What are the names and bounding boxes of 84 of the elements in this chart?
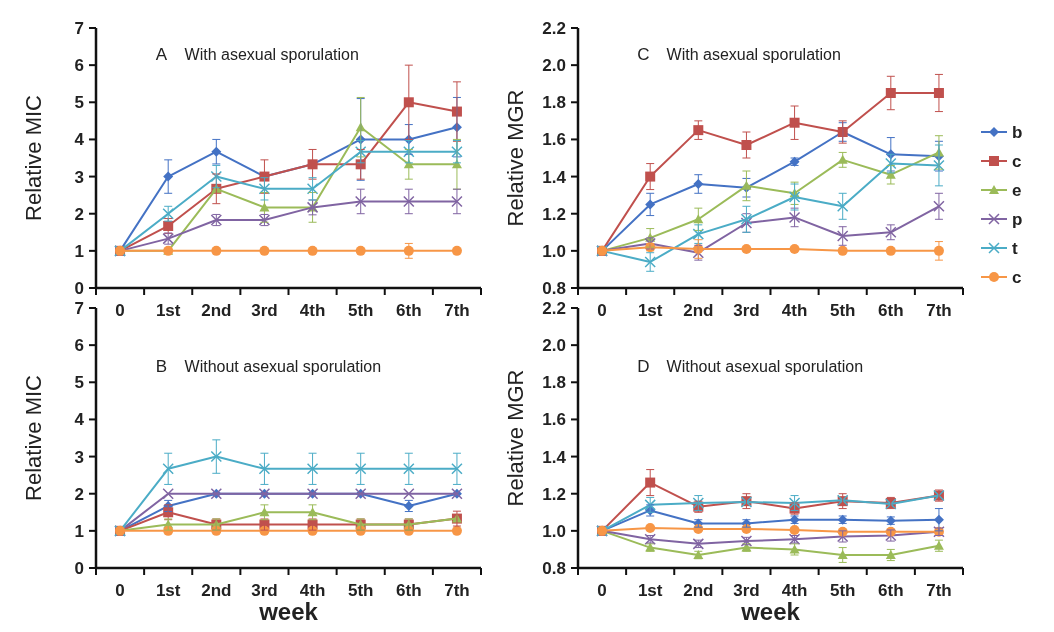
y-tick-label: 2.0 xyxy=(542,336,566,356)
x-tick-label: 6th xyxy=(396,301,422,320)
x-tick-label: 7th xyxy=(444,581,470,600)
y-axis-title: Relative MIC xyxy=(21,94,46,221)
y-tick-label: 1.0 xyxy=(542,521,566,541)
x-axis-title: week xyxy=(740,598,801,625)
x-tick-label: 4th xyxy=(781,581,808,600)
legend-label: p xyxy=(1012,209,1023,229)
x-tick-label: 6th xyxy=(878,581,904,600)
x-tick-label: 5th xyxy=(347,301,374,320)
x-tick-label: 0 xyxy=(115,301,125,320)
text: With asexual sporulation xyxy=(184,46,359,63)
x-tick-label: 1st xyxy=(637,301,663,320)
y-tick-label: 0 xyxy=(74,558,84,578)
x-tick-label: 3rd xyxy=(251,581,278,600)
y-tick-label: 7 xyxy=(74,298,84,318)
x-tick-label: 1st xyxy=(155,581,181,600)
x-tick-label: 7th xyxy=(926,581,952,600)
y-tick-label: 7 xyxy=(74,18,84,38)
x-tick-label: 3rd xyxy=(733,301,760,320)
y-tick-label: 2 xyxy=(74,484,84,504)
y-tick-label: 0.8 xyxy=(542,278,566,298)
text: Without asexual sporulation xyxy=(666,358,864,375)
x-tick-label: 3rd xyxy=(733,581,760,600)
x-axis-title: week xyxy=(258,598,319,625)
annotation: B xyxy=(155,357,168,376)
y-tick-label: 1 xyxy=(74,241,84,261)
y-tick-label: 2.0 xyxy=(542,56,566,76)
x-tick-label: 6th xyxy=(878,301,904,320)
y-tick-label: 0.8 xyxy=(542,558,566,578)
y-tick-label: 2.2 xyxy=(542,298,566,318)
x-tick-label: 2nd xyxy=(201,301,232,320)
y-axis-title: Relative MGR xyxy=(503,369,528,507)
y-tick-label: 1.4 xyxy=(542,447,567,467)
y-tick-label: 3 xyxy=(74,167,84,187)
y-tick-label: 6 xyxy=(74,336,84,356)
legend-label: c xyxy=(1012,151,1022,171)
x-tick-label: 4th xyxy=(299,301,326,320)
y-tick-label: 0 xyxy=(74,278,84,298)
x-tick-label: 4th xyxy=(299,581,326,600)
text: With asexual sporulation xyxy=(666,46,841,63)
x-tick-label: 0 xyxy=(115,581,125,600)
y-tick-label: 1.0 xyxy=(542,241,566,261)
y-tick-label: 1.2 xyxy=(542,484,566,504)
y-tick-label: 1.8 xyxy=(542,373,566,393)
x-tick-label: 0 xyxy=(597,301,607,320)
legend-label: e xyxy=(1012,180,1022,200)
x-tick-label: 2nd xyxy=(683,301,714,320)
x-tick-label: 4th xyxy=(781,301,808,320)
x-tick-label: 1st xyxy=(637,581,663,600)
annotation: D xyxy=(637,357,650,376)
y-tick-label: 1.8 xyxy=(542,93,566,113)
y-tick-label: 1.2 xyxy=(542,204,566,224)
y-axis-title: Relative MIC xyxy=(21,374,46,501)
y-tick-label: 5 xyxy=(74,373,84,393)
x-tick-label: 1st xyxy=(155,301,181,320)
y-tick-label: 2.2 xyxy=(542,18,566,38)
x-tick-label: 2nd xyxy=(201,581,232,600)
y-tick-label: 6 xyxy=(74,56,84,76)
text: Without asexual sporulation xyxy=(184,358,382,375)
x-tick-label: 6th xyxy=(396,581,422,600)
legend-label: c xyxy=(1012,267,1022,287)
y-tick-label: 1.4 xyxy=(542,167,567,187)
x-tick-label: 7th xyxy=(926,301,952,320)
y-axis-title: Relative MGR xyxy=(503,89,528,227)
annotation: C xyxy=(637,45,650,64)
y-tick-label: 1.6 xyxy=(542,410,566,430)
legend-label: b xyxy=(1012,122,1023,142)
x-tick-label: 0 xyxy=(597,581,607,600)
y-tick-label: 1.6 xyxy=(542,130,566,150)
y-tick-label: 4 xyxy=(74,410,85,430)
x-tick-label: 5th xyxy=(829,301,856,320)
x-tick-label: 5th xyxy=(347,581,374,600)
annotation: A xyxy=(155,45,168,64)
legend-label: t xyxy=(1012,238,1018,258)
x-tick-label: 3rd xyxy=(251,301,278,320)
y-tick-label: 5 xyxy=(74,93,84,113)
y-tick-label: 1 xyxy=(74,521,84,541)
y-tick-label: 4 xyxy=(74,130,85,150)
x-tick-label: 7th xyxy=(444,301,470,320)
y-tick-label: 3 xyxy=(74,447,84,467)
x-tick-label: 5th xyxy=(829,581,856,600)
y-tick-label: 2 xyxy=(74,204,84,224)
x-tick-label: 2nd xyxy=(683,581,714,600)
